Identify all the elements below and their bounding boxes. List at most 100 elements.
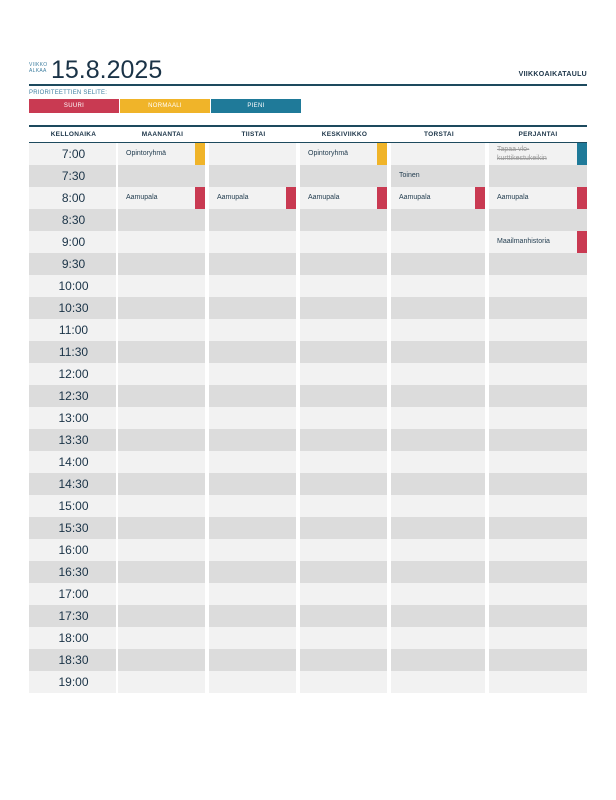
schedule-cell[interactable] xyxy=(209,539,296,561)
schedule-cell[interactable] xyxy=(489,275,587,297)
schedule-cell[interactable] xyxy=(489,671,587,693)
schedule-cell[interactable] xyxy=(489,187,587,209)
schedule-cell[interactable] xyxy=(209,517,296,539)
schedule-cell[interactable] xyxy=(209,385,296,407)
schedule-cell[interactable] xyxy=(118,451,205,473)
schedule-cell[interactable] xyxy=(118,319,205,341)
schedule-cell[interactable] xyxy=(391,473,485,495)
schedule-cell[interactable] xyxy=(209,297,296,319)
schedule-cell[interactable] xyxy=(300,605,387,627)
schedule-cell[interactable] xyxy=(118,275,205,297)
schedule-cell[interactable] xyxy=(489,605,587,627)
schedule-cell[interactable] xyxy=(118,209,205,231)
schedule-cell[interactable] xyxy=(209,209,296,231)
event-item[interactable]: Tapaa vlo-kurttikestukeikin xyxy=(489,143,587,165)
event-item[interactable]: Aamupala xyxy=(300,187,387,209)
schedule-cell[interactable] xyxy=(118,385,205,407)
schedule-cell[interactable] xyxy=(118,671,205,693)
schedule-cell[interactable] xyxy=(209,583,296,605)
schedule-cell[interactable] xyxy=(300,451,387,473)
schedule-cell[interactable] xyxy=(300,297,387,319)
schedule-cell[interactable] xyxy=(300,517,387,539)
schedule-cell[interactable] xyxy=(489,319,587,341)
schedule-cell[interactable] xyxy=(391,583,485,605)
schedule-cell[interactable] xyxy=(300,253,387,275)
schedule-cell[interactable] xyxy=(489,473,587,495)
schedule-cell[interactable] xyxy=(118,363,205,385)
schedule-cell[interactable] xyxy=(300,561,387,583)
schedule-cell[interactable] xyxy=(118,429,205,451)
schedule-cell[interactable] xyxy=(300,429,387,451)
schedule-cell[interactable] xyxy=(300,187,387,209)
schedule-cell[interactable] xyxy=(209,561,296,583)
schedule-cell[interactable] xyxy=(209,649,296,671)
schedule-cell[interactable] xyxy=(391,517,485,539)
schedule-cell[interactable] xyxy=(300,363,387,385)
schedule-cell[interactable] xyxy=(118,627,205,649)
schedule-cell[interactable] xyxy=(209,363,296,385)
schedule-cell[interactable] xyxy=(300,407,387,429)
schedule-cell[interactable] xyxy=(209,275,296,297)
schedule-cell[interactable] xyxy=(391,649,485,671)
schedule-cell[interactable] xyxy=(209,627,296,649)
schedule-cell[interactable] xyxy=(118,253,205,275)
schedule-cell[interactable] xyxy=(118,143,205,165)
event-item[interactable]: Aamupala xyxy=(209,187,296,209)
event-item[interactable]: Opintoryhmä xyxy=(300,143,387,165)
schedule-cell[interactable] xyxy=(118,605,205,627)
schedule-cell[interactable] xyxy=(391,539,485,561)
schedule-cell[interactable] xyxy=(391,341,485,363)
schedule-cell[interactable] xyxy=(489,363,587,385)
schedule-cell[interactable] xyxy=(391,209,485,231)
schedule-cell[interactable] xyxy=(118,561,205,583)
schedule-cell[interactable] xyxy=(489,649,587,671)
schedule-cell[interactable] xyxy=(118,341,205,363)
event-item[interactable]: Maailmanhistoria xyxy=(489,231,587,253)
schedule-cell[interactable] xyxy=(209,231,296,253)
schedule-cell[interactable] xyxy=(300,143,387,165)
week-start-date[interactable]: 15.8.2025 xyxy=(51,56,163,84)
schedule-cell[interactable] xyxy=(118,407,205,429)
schedule-cell[interactable] xyxy=(391,605,485,627)
schedule-cell[interactable] xyxy=(489,231,587,253)
schedule-cell[interactable] xyxy=(300,473,387,495)
event-item[interactable]: Toinen xyxy=(391,165,485,187)
schedule-cell[interactable] xyxy=(489,165,587,187)
schedule-cell[interactable] xyxy=(209,671,296,693)
schedule-cell[interactable] xyxy=(300,385,387,407)
schedule-cell[interactable] xyxy=(209,407,296,429)
schedule-cell[interactable] xyxy=(391,671,485,693)
schedule-cell[interactable] xyxy=(489,253,587,275)
event-item[interactable]: Aamupala xyxy=(118,187,205,209)
schedule-cell[interactable] xyxy=(118,187,205,209)
event-item[interactable]: Opintoryhmä xyxy=(118,143,205,165)
schedule-cell[interactable] xyxy=(391,385,485,407)
schedule-cell[interactable] xyxy=(489,539,587,561)
schedule-cell[interactable] xyxy=(209,473,296,495)
schedule-cell[interactable] xyxy=(391,627,485,649)
schedule-cell[interactable] xyxy=(489,583,587,605)
schedule-cell[interactable] xyxy=(489,407,587,429)
schedule-cell[interactable] xyxy=(118,495,205,517)
schedule-cell[interactable] xyxy=(391,319,485,341)
schedule-cell[interactable] xyxy=(209,319,296,341)
schedule-cell[interactable] xyxy=(300,671,387,693)
schedule-cell[interactable] xyxy=(489,517,587,539)
schedule-cell[interactable] xyxy=(391,187,485,209)
schedule-cell[interactable] xyxy=(118,231,205,253)
schedule-cell[interactable] xyxy=(209,605,296,627)
schedule-cell[interactable] xyxy=(118,649,205,671)
schedule-cell[interactable] xyxy=(300,209,387,231)
schedule-cell[interactable] xyxy=(391,231,485,253)
schedule-cell[interactable] xyxy=(209,429,296,451)
schedule-cell[interactable] xyxy=(391,495,485,517)
schedule-cell[interactable] xyxy=(118,165,205,187)
schedule-cell[interactable] xyxy=(209,451,296,473)
schedule-cell[interactable] xyxy=(209,187,296,209)
schedule-cell[interactable] xyxy=(118,473,205,495)
schedule-cell[interactable] xyxy=(300,275,387,297)
schedule-cell[interactable] xyxy=(391,297,485,319)
schedule-cell[interactable] xyxy=(209,253,296,275)
schedule-cell[interactable] xyxy=(118,539,205,561)
event-item[interactable]: Aamupala xyxy=(391,187,485,209)
